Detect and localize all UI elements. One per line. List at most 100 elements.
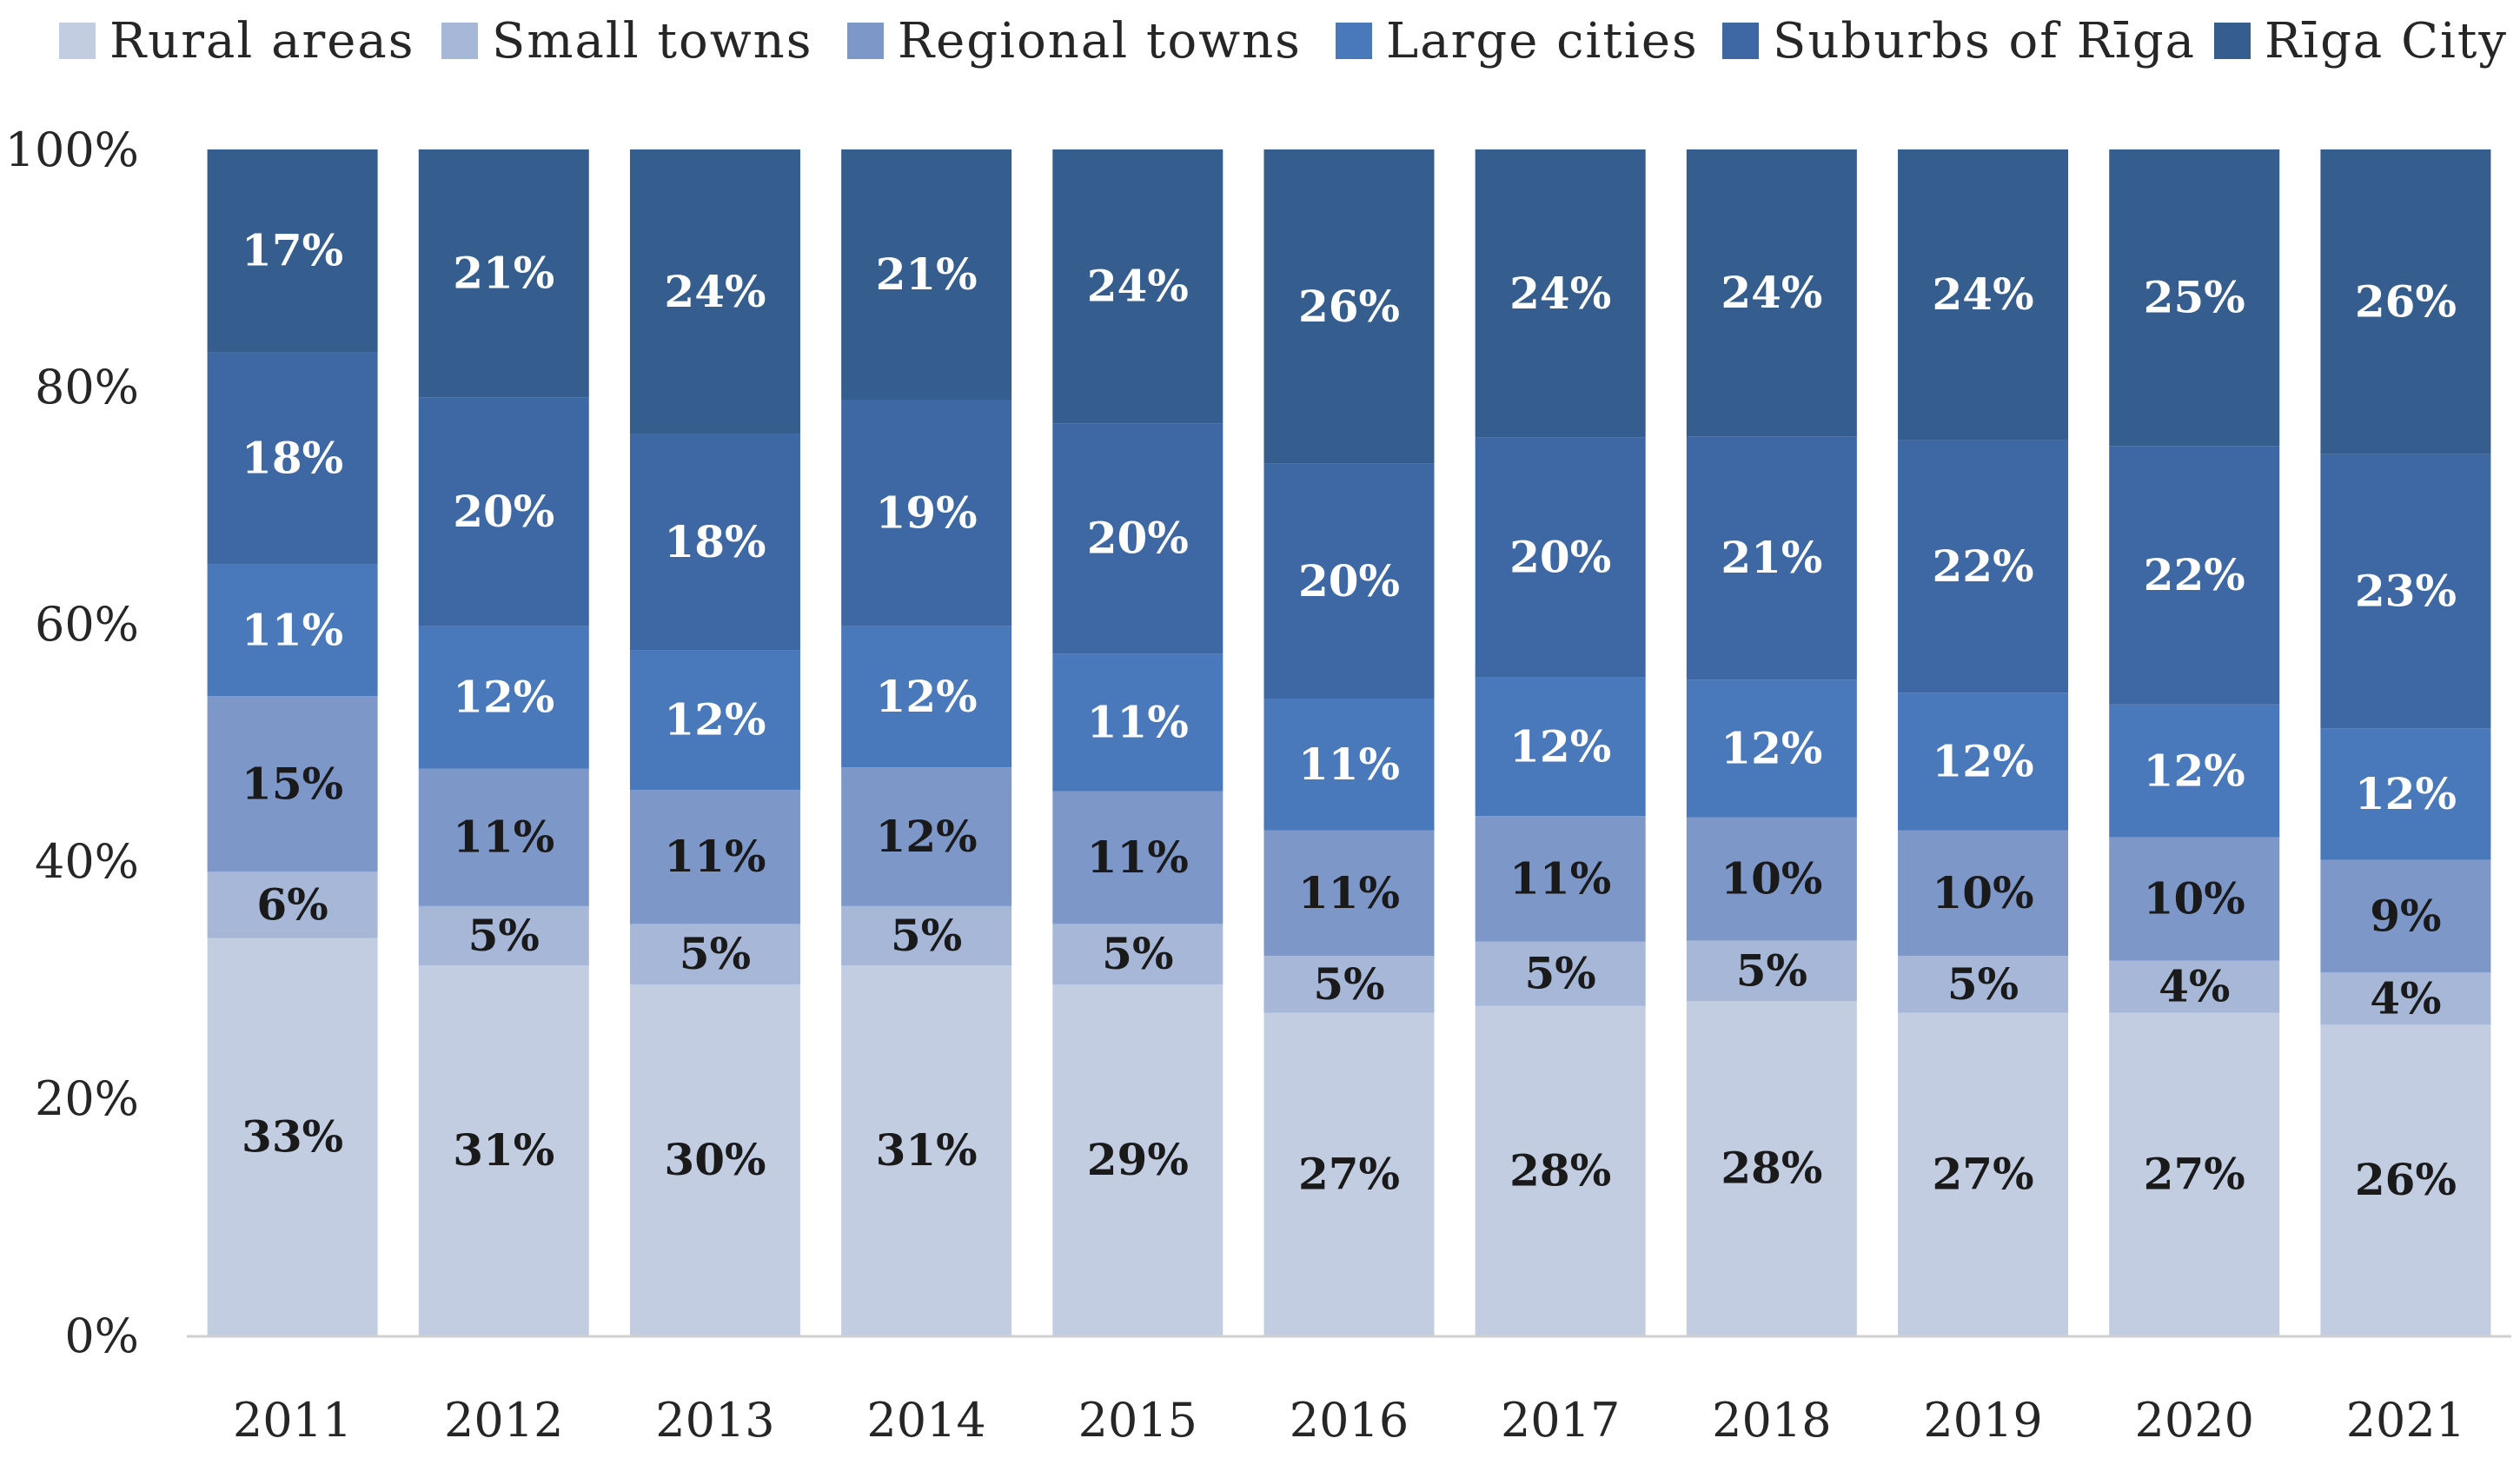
data-label-large-cities-2015: 11%: [1087, 696, 1189, 747]
bar-segment-riga-city-2020: [2109, 149, 2280, 447]
bar-segment-suburbs-of-riga-2015: [1052, 423, 1224, 654]
legend-swatch-rural-areas: [59, 23, 96, 59]
y-axis: 0% 20% 40% 60% 80% 100%: [5, 123, 139, 1363]
data-label-rural-areas-2015: 29%: [1087, 1134, 1189, 1185]
legend-label-suburbs-of-riga: Suburbs of Rīga: [1773, 13, 2196, 70]
data-label-suburbs-of-riga-2015: 20%: [1087, 513, 1189, 564]
data-label-suburbs-of-riga-2017: 20%: [1509, 532, 1611, 583]
x-tick-label-2016: 2016: [1290, 1393, 1409, 1448]
bar-segment-suburbs-of-riga-2017: [1475, 437, 1646, 678]
data-label-riga-city-2014: 21%: [876, 249, 978, 300]
data-label-suburbs-of-riga-2019: 22%: [1932, 540, 2033, 592]
data-label-riga-city-2020: 25%: [2144, 272, 2245, 323]
bar-segment-regional-towns-2018: [1686, 817, 1857, 941]
bar-segment-riga-city-2017: [1475, 149, 1646, 438]
bar-segment-regional-towns-2016: [1263, 830, 1435, 957]
data-label-rural-areas-2011: 33%: [242, 1110, 343, 1162]
bar-segment-rural-areas-2017: [1475, 1005, 1646, 1335]
data-label-rural-areas-2014: 31%: [876, 1124, 978, 1176]
bar-segment-suburbs-of-riga-2016: [1263, 463, 1435, 699]
bar-segment-regional-towns-2014: [841, 767, 1012, 906]
bar-segment-regional-towns-2020: [2109, 837, 2280, 961]
legend-label-large-cities: Large cities: [1386, 13, 1699, 70]
data-label-suburbs-of-riga-2018: 21%: [1721, 532, 1822, 583]
data-label-riga-city-2019: 24%: [1932, 268, 2033, 320]
data-label-rural-areas-2017: 28%: [1509, 1144, 1611, 1196]
bar-segment-regional-towns-2019: [1898, 830, 2069, 957]
bar-segment-rural-areas-2012: [418, 965, 589, 1335]
data-label-small-towns-2016: 5%: [1313, 958, 1384, 1010]
data-label-regional-towns-2017: 11%: [1509, 852, 1611, 904]
legend-swatch-suburbs-of-riga: [1722, 23, 1759, 59]
bar-segment-suburbs-of-riga-2012: [418, 397, 589, 626]
data-label-large-cities-2018: 12%: [1721, 722, 1822, 773]
data-label-regional-towns-2020: 10%: [2144, 873, 2245, 925]
data-label-large-cities-2019: 12%: [1932, 735, 2033, 786]
bar-segment-rural-areas-2011: [207, 938, 378, 1335]
bar-segment-small-towns-2018: [1686, 940, 1857, 1002]
bar-segment-large-cities-2016: [1263, 698, 1435, 831]
x-tick-label-2017: 2017: [1501, 1393, 1620, 1448]
data-label-suburbs-of-riga-2011: 18%: [242, 433, 343, 484]
legend: Rural areas Small towns Regional towns Larg…: [59, 13, 2506, 70]
bar-segment-small-towns-2014: [841, 905, 1012, 966]
legend-swatch-small-towns: [441, 23, 478, 59]
data-label-small-towns-2012: 5%: [468, 910, 540, 961]
bar-segment-rural-areas-2014: [841, 965, 1012, 1335]
bar-segment-regional-towns-2015: [1052, 791, 1224, 925]
legend-label-regional-towns: Regional towns: [898, 13, 1302, 70]
data-label-regional-towns-2012: 11%: [453, 812, 554, 863]
data-label-riga-city-2012: 21%: [453, 248, 554, 299]
bar-segment-small-towns-2013: [629, 924, 800, 984]
data-label-large-cities-2011: 11%: [242, 605, 343, 656]
data-label-riga-city-2015: 24%: [1087, 261, 1189, 312]
x-tick-label-2012: 2012: [444, 1393, 563, 1448]
data-label-rural-areas-2019: 27%: [1932, 1148, 2033, 1199]
bar-segment-suburbs-of-riga-2014: [841, 400, 1012, 626]
bar-segment-large-cities-2012: [418, 626, 589, 769]
bars: [207, 149, 2491, 1335]
data-label-regional-towns-2019: 10%: [1932, 867, 2033, 918]
data-label-large-cities-2017: 12%: [1509, 720, 1611, 772]
bar-segment-large-cities-2014: [841, 626, 1012, 768]
bar-segment-regional-towns-2012: [418, 768, 589, 906]
bar-segment-large-cities-2013: [629, 650, 800, 791]
bar-segment-small-towns-2015: [1052, 924, 1224, 984]
bar-segment-small-towns-2016: [1263, 956, 1435, 1013]
x-tick-label-2018: 2018: [1712, 1393, 1831, 1448]
data-label-suburbs-of-riga-2016: 20%: [1298, 555, 1400, 606]
y-tick-label: 80%: [35, 360, 139, 414]
bar-segment-riga-city-2019: [1898, 149, 2069, 441]
y-tick-label: 100%: [5, 123, 139, 177]
data-label-regional-towns-2013: 11%: [664, 831, 766, 882]
legend-swatch-regional-towns: [847, 23, 884, 59]
data-label-rural-areas-2021: 26%: [2355, 1154, 2457, 1205]
data-label-rural-areas-2012: 31%: [453, 1124, 554, 1176]
data-label-small-towns-2019: 5%: [1947, 958, 2019, 1010]
x-tick-label-2013: 2013: [655, 1393, 774, 1448]
bar-segment-rural-areas-2018: [1686, 1001, 1857, 1335]
data-label-regional-towns-2015: 11%: [1087, 832, 1189, 883]
bar-segment-large-cities-2011: [207, 564, 378, 697]
data-label-regional-towns-2011: 15%: [242, 758, 343, 809]
data-label-small-towns-2015: 5%: [1102, 928, 1173, 979]
data-label-small-towns-2018: 5%: [1736, 944, 1807, 996]
bar-segment-regional-towns-2011: [207, 696, 378, 872]
data-label-small-towns-2021: 4%: [2370, 972, 2441, 1024]
x-axis: 2011 2012 2013 2014 2015 2016 2017 2018 2019 2020…: [187, 1335, 2511, 1448]
bar-segment-large-cities-2021: [2320, 728, 2491, 860]
bar-segment-small-towns-2017: [1475, 941, 1646, 1006]
bar-segment-rural-areas-2019: [1898, 1012, 2069, 1335]
bar-segment-riga-city-2015: [1052, 149, 1224, 424]
bar-segment-suburbs-of-riga-2011: [207, 352, 378, 565]
data-label-small-towns-2020: 4%: [2159, 961, 2230, 1012]
bar-segment-suburbs-of-riga-2020: [2109, 446, 2280, 705]
bar-segment-riga-city-2018: [1686, 149, 1857, 437]
bar-segment-small-towns-2021: [2320, 972, 2491, 1025]
data-label-riga-city-2017: 24%: [1509, 268, 1611, 319]
bar-segment-large-cities-2019: [1898, 693, 2069, 831]
data-label-riga-city-2011: 17%: [242, 225, 343, 276]
data-label-riga-city-2016: 26%: [1298, 281, 1400, 332]
